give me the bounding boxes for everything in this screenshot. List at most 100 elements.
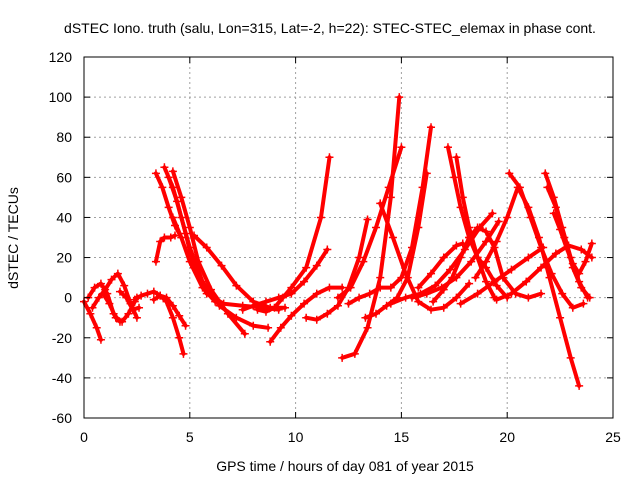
series-markers xyxy=(168,213,220,306)
data-point-marker xyxy=(325,153,334,162)
data-point-marker xyxy=(312,289,321,298)
plot-frame xyxy=(83,56,614,419)
data-point-marker xyxy=(92,323,101,332)
data-point-marker xyxy=(376,273,385,282)
data-point-marker xyxy=(300,277,309,286)
data-point-marker xyxy=(206,285,215,294)
data-point-marker xyxy=(211,297,220,306)
data-point-marker xyxy=(111,313,120,322)
data-point-marker xyxy=(473,223,482,232)
data-point-marker xyxy=(198,283,207,292)
data-point-marker xyxy=(135,303,144,312)
data-point-marker xyxy=(175,333,184,342)
data-point-marker xyxy=(276,323,285,332)
data-point-marker xyxy=(427,269,436,278)
data-point-marker xyxy=(143,289,152,298)
data-point-marker xyxy=(105,299,114,308)
x-axis-label: GPS time / hours of day 081 of year 2015 xyxy=(216,458,474,474)
data-point-marker xyxy=(238,305,247,314)
data-point-marker xyxy=(240,329,249,338)
series-markers xyxy=(333,143,406,302)
data-point-marker xyxy=(507,265,516,274)
data-point-marker xyxy=(522,277,531,286)
series-markers xyxy=(149,291,190,330)
data-point-marker xyxy=(359,257,368,266)
y-tick-label: 120 xyxy=(49,49,73,65)
data-point-marker xyxy=(443,143,452,152)
data-point-marker xyxy=(452,293,461,302)
data-point-marker xyxy=(338,353,347,362)
data-point-marker xyxy=(482,227,491,236)
series-line xyxy=(255,155,332,314)
data-point-marker xyxy=(261,307,270,316)
y-tick-label: 0 xyxy=(64,290,72,306)
data-point-marker xyxy=(577,283,586,292)
data-point-marker xyxy=(473,289,482,298)
data-point-marker xyxy=(427,305,436,314)
data-point-marker xyxy=(361,313,370,322)
y-tick-label: -60 xyxy=(52,410,72,426)
data-point-marker xyxy=(372,309,381,318)
data-point-marker xyxy=(346,283,355,292)
data-point-marker xyxy=(467,257,476,266)
data-point-marker xyxy=(439,285,448,294)
data-point-marker xyxy=(456,253,465,262)
data-point-marker xyxy=(448,273,457,282)
data-point-marker xyxy=(302,313,311,322)
data-point-marker xyxy=(156,291,165,300)
series-markers xyxy=(151,231,179,266)
data-point-marker xyxy=(344,299,353,308)
data-point-marker xyxy=(556,225,565,234)
data-point-marker xyxy=(488,209,497,218)
data-point-marker xyxy=(577,245,586,254)
data-point-marker xyxy=(162,293,171,302)
data-point-marker xyxy=(450,173,459,182)
data-point-marker xyxy=(473,253,482,262)
data-point-marker xyxy=(302,263,311,272)
data-point-marker xyxy=(264,323,273,332)
series-line xyxy=(192,233,287,310)
series-markers xyxy=(338,93,404,362)
data-point-marker xyxy=(537,289,546,298)
data-point-marker xyxy=(452,153,461,162)
data-point-marker xyxy=(137,291,146,300)
data-point-marker xyxy=(350,349,359,358)
y-tick-label: 80 xyxy=(56,129,72,145)
data-point-marker xyxy=(427,123,436,132)
data-point-marker xyxy=(194,257,203,266)
x-tick-label: 10 xyxy=(288,429,304,445)
data-point-marker xyxy=(446,265,455,274)
data-point-marker xyxy=(164,203,173,212)
data-point-marker xyxy=(355,253,364,262)
data-point-marker xyxy=(185,223,194,232)
series-markers xyxy=(88,269,141,322)
data-point-marker xyxy=(122,293,131,302)
data-point-marker xyxy=(556,313,565,322)
data-point-marker xyxy=(452,241,461,250)
data-point-marker xyxy=(113,269,122,278)
data-point-marker xyxy=(575,269,584,278)
data-point-marker xyxy=(107,275,116,284)
data-point-marker xyxy=(261,297,270,306)
data-point-marker xyxy=(281,303,290,312)
data-point-marker xyxy=(287,289,296,298)
data-point-marker xyxy=(515,183,524,192)
data-point-marker xyxy=(232,281,241,290)
data-point-marker xyxy=(316,213,325,222)
data-point-marker xyxy=(168,313,177,322)
data-point-marker xyxy=(549,209,558,218)
data-point-marker xyxy=(395,93,404,102)
data-point-marker xyxy=(401,269,410,278)
data-point-marker xyxy=(173,197,182,206)
data-point-marker xyxy=(579,299,588,308)
data-point-marker xyxy=(458,193,467,202)
data-point-marker xyxy=(407,293,416,302)
data-point-marker xyxy=(414,283,423,292)
x-tick-label: 5 xyxy=(186,429,194,445)
data-point-marker xyxy=(168,167,177,176)
data-point-marker xyxy=(274,293,283,302)
data-point-marker xyxy=(490,277,499,286)
data-point-marker xyxy=(120,281,129,290)
data-point-marker xyxy=(537,263,546,272)
series-line xyxy=(82,299,103,342)
